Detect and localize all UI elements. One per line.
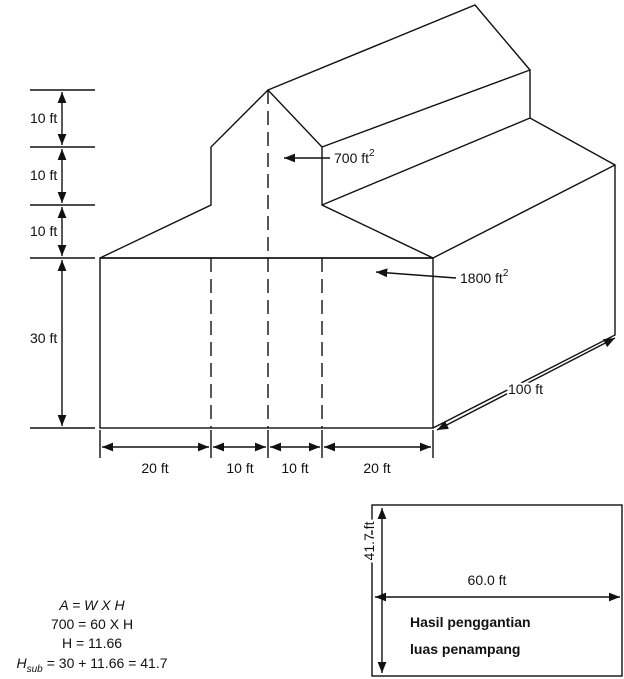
dim-label: 10 ft (30, 167, 57, 183)
formula: A = W X H (58, 597, 125, 613)
stroke (99, 430, 434, 458)
left-dimensions: 10 ft 10 ft 10 ft 30 ft (28, 89, 95, 429)
front-face (99, 257, 434, 429)
text-part: H (16, 655, 27, 671)
text-part: 2 (503, 268, 509, 279)
area-labels: 700 ft2 1800 ft2 (284, 148, 509, 286)
stroke (30, 89, 95, 429)
text-part: = 30 + 11.66 = 41.7 (47, 655, 168, 671)
formulas: A = W X H 700 = 60 X H H = 11.66 Hsub = 3… (16, 597, 167, 675)
caption: Hasil penggantian (410, 614, 531, 630)
text-part: 700 ft (334, 150, 369, 166)
formula: Hsub = 30 + 11.66 = 41.7 (16, 655, 167, 675)
dim-label: 10 ft (30, 223, 57, 239)
area-label: 1800 ft2 (460, 268, 509, 286)
formula: 700 = 60 X H (51, 616, 133, 632)
caption: luas penampang (410, 641, 520, 657)
hidden-lines (210, 90, 323, 428)
stroke (371, 504, 623, 677)
text-part: 2 (369, 148, 375, 159)
stroke (436, 337, 616, 431)
text-part: 1800 ft (460, 270, 503, 286)
bottom-dimensions: 20 ft 10 ft 10 ft 20 ft (99, 430, 434, 476)
dim-label: 10 ft (30, 110, 57, 126)
dim-label: 20 ft (363, 460, 390, 476)
area-label: 700 ft2 (334, 148, 375, 166)
stroke (375, 268, 457, 279)
dim-label: 20 ft (141, 460, 168, 476)
formula: H = 11.66 (62, 635, 122, 651)
back-edges (267, 4, 617, 429)
result-box: 41.7 ft 60.0 ft Hasil penggantian luas p… (359, 504, 623, 677)
depth-dimension: 100 ft (436, 337, 616, 431)
height-label: 41.7 ft (361, 521, 377, 560)
dim-label: 100 ft (508, 381, 543, 397)
building (99, 4, 617, 429)
text-part: sub (27, 664, 44, 675)
dim-label: 10 ft (281, 460, 308, 476)
dim-label: 30 ft (30, 330, 57, 346)
cross-section (99, 88, 434, 259)
width-label: 60.0 ft (468, 572, 507, 588)
dim-label: 10 ft (226, 460, 253, 476)
